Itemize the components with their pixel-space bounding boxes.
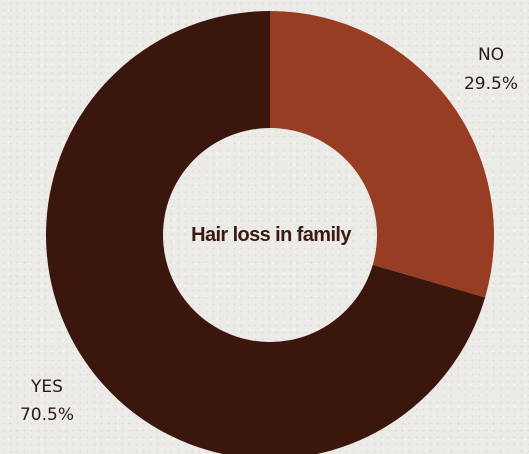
slice-label-yes-name: YES <box>30 377 63 397</box>
chart-title: Hair loss in family <box>191 224 352 246</box>
slice-label-no-value: 29.5% <box>464 74 518 94</box>
slice-label-yes-value: 70.5% <box>20 405 74 425</box>
slice-no <box>270 11 495 298</box>
slice-label-no-name: NO <box>478 45 504 65</box>
slice-yes <box>46 11 486 454</box>
slices-group <box>46 11 495 454</box>
